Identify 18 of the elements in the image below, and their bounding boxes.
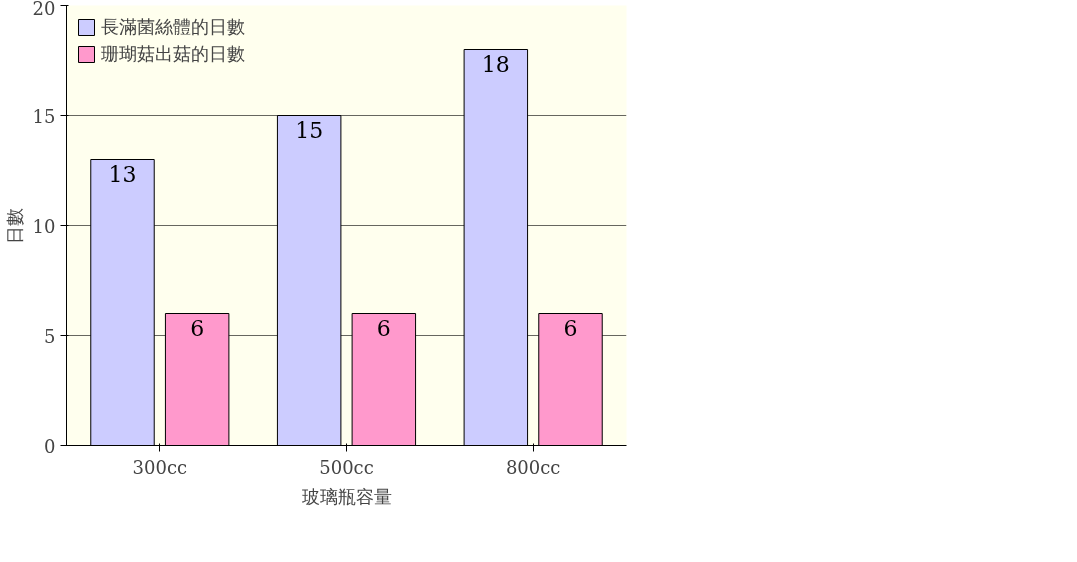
data-label: 6 (376, 315, 391, 341)
y-tick-label: 15 (32, 105, 56, 127)
y-tick-label: 20 (32, 0, 56, 19)
x-axis-title: 玻璃瓶容量 (301, 485, 392, 507)
data-label: 13 (108, 161, 137, 187)
x-tick-label: 300cc (132, 456, 188, 478)
y-tick-label: 10 (32, 215, 56, 237)
x-tick-label: 800cc (505, 456, 561, 478)
data-label: 6 (563, 315, 578, 341)
x-tick-label: 500cc (319, 456, 374, 478)
data-label: 18 (481, 51, 510, 77)
y-tick-label: 5 (44, 325, 56, 347)
data-label: 15 (295, 117, 324, 143)
y-tick-label: 0 (44, 435, 56, 457)
data-label: 6 (190, 315, 205, 341)
legend-label: 長滿菌絲體的日數 (101, 15, 245, 39)
legend-label: 珊瑚菇出菇的日數 (101, 42, 245, 66)
y-axis-title: 日數 (3, 207, 25, 244)
